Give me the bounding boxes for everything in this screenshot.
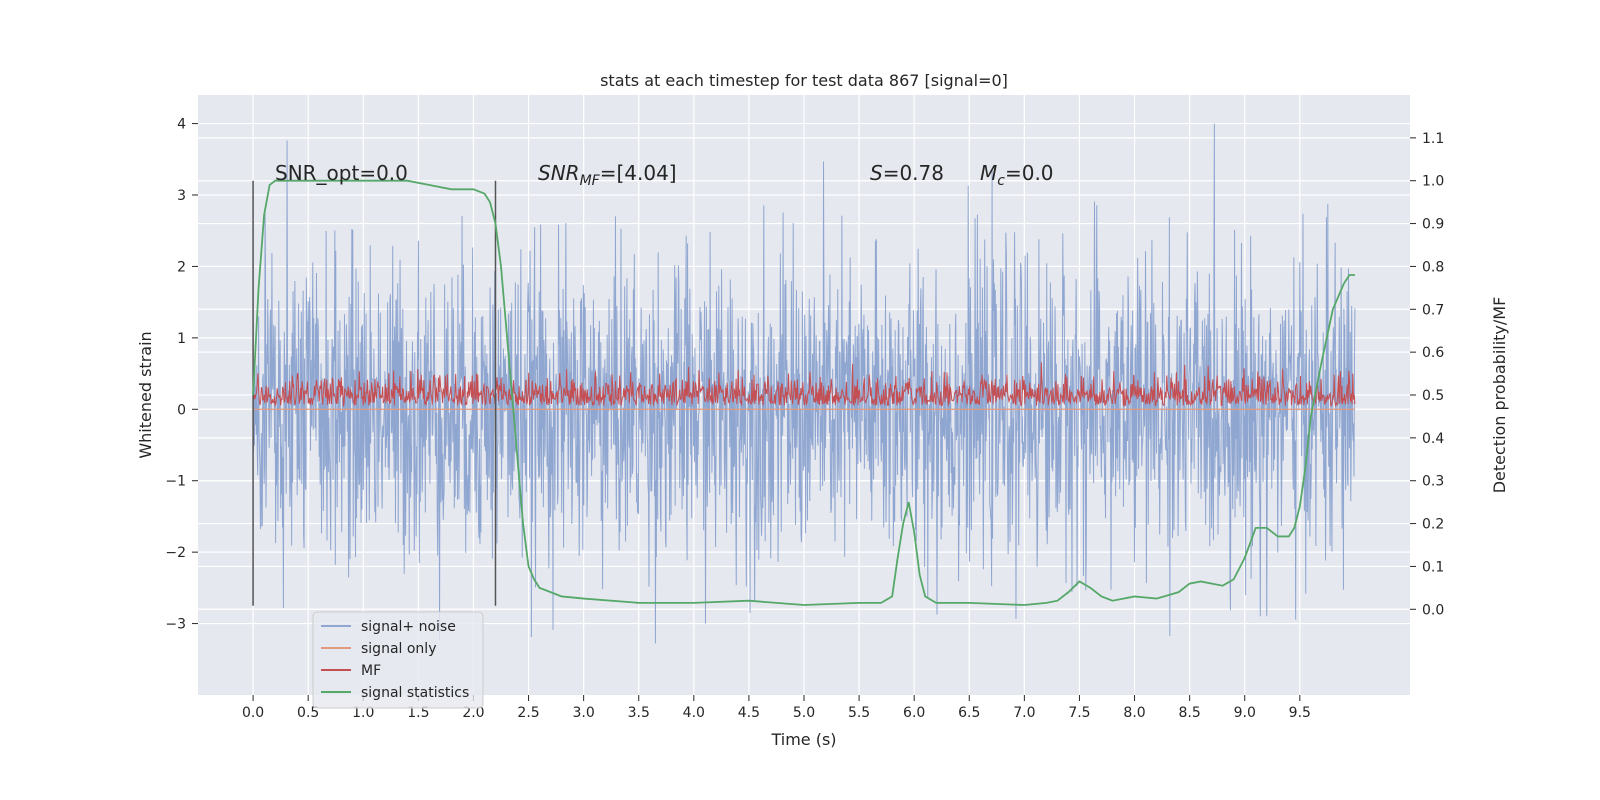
series-mf bbox=[252, 362, 1356, 408]
y2-tick-label: 0.0 bbox=[1422, 602, 1444, 618]
x-axis-label: Time (s) bbox=[770, 730, 836, 749]
y2-tick-label: 0.3 bbox=[1422, 474, 1444, 490]
x-tick-label: 9.5 bbox=[1289, 705, 1311, 721]
legend-item-stat: signal statistics bbox=[321, 685, 469, 701]
y2-tick-label: 0.1 bbox=[1422, 559, 1444, 575]
y2-tick-label: 0.8 bbox=[1422, 259, 1444, 275]
series-layer bbox=[252, 123, 1356, 644]
legend-box bbox=[312, 611, 484, 709]
x-tick-label: 6.0 bbox=[903, 705, 925, 721]
chart-title: stats at each timestep for test data 867… bbox=[600, 71, 1008, 90]
snr-mf-annotation: SNRMF=[4.04] bbox=[538, 161, 677, 189]
legend-label-stat: signal statistics bbox=[361, 685, 469, 701]
axes: 0.0 0.5 1.0 1.5 2.0 2.5 3.0 3.5 4.0 4.5 5.0 5.5 6.0 6… bbox=[165, 117, 1444, 721]
y2-tick-label: 0.4 bbox=[1422, 431, 1444, 447]
x-tick-label: 3.5 bbox=[628, 705, 650, 721]
series-signal-statistics bbox=[252, 179, 1355, 606]
x-tick-label: 7.5 bbox=[1068, 705, 1090, 721]
x-tick-label: 0.0 bbox=[242, 705, 264, 721]
y2-tick-label: 0.6 bbox=[1422, 345, 1444, 361]
annotations: SNR_opt=0.0 SNRMF=[4.04] S=0.78 Mc=0.0 bbox=[275, 161, 1054, 189]
x-tick-label: 1.0 bbox=[352, 705, 374, 721]
y-tick-label: 1 bbox=[177, 331, 186, 347]
y-tick-label: −1 bbox=[165, 474, 186, 490]
mc-subscript: c bbox=[997, 173, 1005, 189]
y-tick-label: 3 bbox=[177, 188, 186, 204]
s-annotation: S=0.78 bbox=[870, 161, 944, 185]
snr-mf-subscript: MF bbox=[580, 173, 601, 189]
x-tick-label: 1.5 bbox=[407, 705, 429, 721]
legend: signal+ noise signal only MF signal stat… bbox=[312, 611, 484, 709]
x-tick-label: 3.0 bbox=[573, 705, 595, 721]
mc-annotation: Mc=0.0 bbox=[980, 161, 1054, 189]
legend-label-mf: MF bbox=[361, 663, 381, 679]
x-tick-label: 2.0 bbox=[462, 705, 484, 721]
x-tick-label: 5.5 bbox=[848, 705, 870, 721]
mc-value: =0.0 bbox=[1005, 161, 1054, 185]
y2-tick-label: 1.0 bbox=[1422, 174, 1444, 190]
legend-item-signal: signal only bbox=[321, 641, 436, 657]
y2-tick-label: 0.9 bbox=[1422, 217, 1444, 233]
y2-tick-label: 0.7 bbox=[1422, 302, 1444, 318]
x-tick-label: 5.0 bbox=[793, 705, 815, 721]
x-tick-label: 2.5 bbox=[517, 705, 539, 721]
x-tick-label: 8.5 bbox=[1179, 705, 1201, 721]
y2-tick-label: 0.5 bbox=[1422, 388, 1444, 404]
y-tick-label: −3 bbox=[165, 617, 186, 633]
x-tick-label: 6.5 bbox=[958, 705, 980, 721]
y2-tick-label: 1.1 bbox=[1422, 131, 1444, 147]
x-tick-label: 4.0 bbox=[683, 705, 705, 721]
x-tick-label: 7.0 bbox=[1013, 705, 1035, 721]
s-prefix: S bbox=[870, 161, 883, 185]
y-axis-label: Whitened strain bbox=[136, 331, 155, 458]
s-value: =0.78 bbox=[883, 161, 944, 185]
x-tick-label: 8.0 bbox=[1123, 705, 1145, 721]
snr-opt-annotation: SNR_opt=0.0 bbox=[275, 161, 408, 185]
mc-prefix: M bbox=[980, 161, 997, 185]
legend-item-mf: MF bbox=[321, 663, 381, 679]
y-tick-label: 4 bbox=[177, 117, 186, 133]
y-tick-label: 2 bbox=[177, 259, 186, 275]
snr-mf-prefix: SNR bbox=[538, 161, 580, 185]
legend-label-noise: signal+ noise bbox=[361, 619, 456, 635]
y-tick-label: 0 bbox=[177, 402, 186, 418]
x-tick-label: 4.5 bbox=[738, 705, 760, 721]
snr-mf-value: =[4.04] bbox=[600, 161, 677, 185]
y-tick-label: −2 bbox=[165, 545, 186, 561]
x-tick-label: 0.5 bbox=[297, 705, 319, 721]
legend-label-signal: signal only bbox=[361, 641, 436, 657]
x-tick-label: 9.0 bbox=[1234, 705, 1256, 721]
y2-tick-label: 0.2 bbox=[1422, 517, 1444, 533]
y2-axis-label: Detection probability/MF bbox=[1490, 297, 1509, 494]
legend-item-noise: signal+ noise bbox=[321, 619, 456, 635]
